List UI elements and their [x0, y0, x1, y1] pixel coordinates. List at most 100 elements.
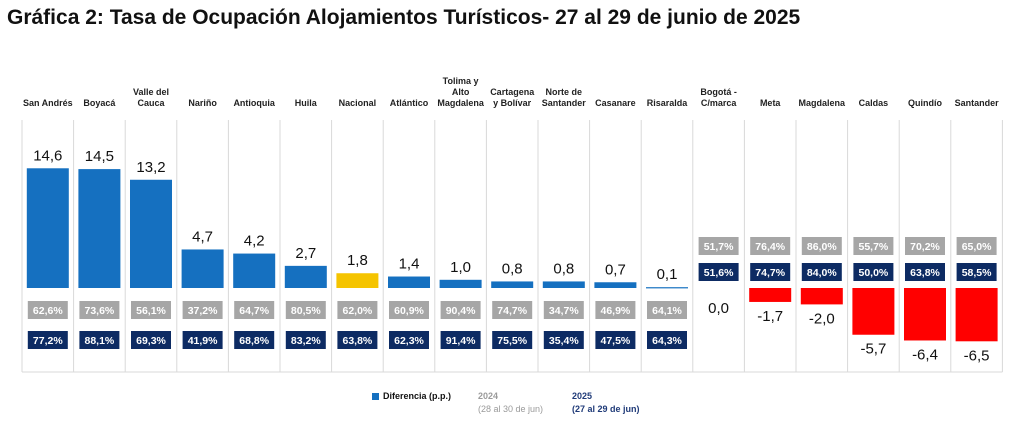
badge-2024-label: 51,7%: [704, 241, 734, 253]
bar: [233, 253, 276, 288]
category-label: Meta: [760, 98, 781, 108]
badge-2024: [905, 237, 945, 255]
category-label: Bogotá -: [700, 87, 737, 97]
badge-2024: [27, 301, 68, 319]
value-label: 14,5: [85, 148, 114, 165]
badge-2024-label: 64,7%: [239, 305, 269, 317]
badge-2024-label: 86,0%: [807, 241, 837, 253]
category-label: Atlántico: [390, 98, 429, 108]
value-label: -6,4: [912, 346, 938, 363]
legend-sub-2024: (28 al 30 de jun): [478, 404, 544, 414]
badge-2025: [853, 263, 894, 281]
value-label: 14,6: [33, 147, 62, 164]
bar: [646, 287, 688, 289]
value-label: 2,7: [295, 245, 316, 262]
badge-2025-label: 47,5%: [601, 335, 631, 347]
badge-2025: [595, 331, 636, 349]
value-label: -5,7: [860, 341, 886, 358]
value-label: 1,4: [399, 256, 420, 273]
badge-2025: [905, 263, 945, 281]
badge-2024-label: 76,4%: [755, 241, 785, 253]
badge-2024: [956, 237, 997, 255]
badge-2024-label: 62,0%: [343, 305, 373, 317]
category-label: Norte de: [546, 87, 583, 97]
badge-2024: [337, 301, 378, 319]
badge-2024: [647, 301, 687, 319]
badge-2025: [131, 331, 171, 349]
badge-2025: [492, 331, 533, 349]
legend-label-diferencia: Diferencia (p.p.): [383, 391, 452, 401]
badge-2025: [750, 263, 791, 281]
badge-2024-label: 90,4%: [446, 305, 476, 317]
badge-2024: [131, 301, 171, 319]
badge-2025-label: 91,4%: [446, 335, 476, 347]
category-label: Caldas: [859, 98, 889, 108]
badge-2025: [182, 331, 223, 349]
category-label: y Bolívar: [493, 98, 532, 108]
category-label: Quindío: [908, 98, 942, 108]
bar: [800, 288, 843, 305]
badge-2025: [285, 331, 326, 349]
badge-2025: [337, 331, 378, 349]
category-label: Huila: [295, 98, 318, 108]
badge-2024-label: 46,9%: [601, 305, 631, 317]
category-label: Santander: [542, 98, 587, 108]
badge-2024: [595, 301, 636, 319]
badge-2025-label: 62,3%: [394, 335, 424, 347]
legend-item-2024: 2024 (28 al 30 de jun): [478, 391, 543, 414]
badge-2024: [440, 301, 481, 319]
badge-2024: [750, 237, 791, 255]
badge-2025-label: 41,9%: [188, 335, 218, 347]
category-label: Casanare: [595, 98, 636, 108]
badge-2025: [79, 331, 120, 349]
badge-2024: [543, 301, 584, 319]
value-label: -2,0: [809, 310, 835, 327]
value-label: 1,8: [347, 252, 368, 269]
badge-2025-label: 84,0%: [807, 267, 837, 279]
badge-2024: [853, 237, 894, 255]
value-label: 4,7: [192, 228, 213, 245]
badge-2024-label: 60,9%: [394, 305, 424, 317]
badge-2024-label: 55,7%: [859, 241, 889, 253]
bar: [491, 281, 534, 288]
badge-2025-label: 63,8%: [343, 335, 373, 347]
badge-2025-label: 50,0%: [859, 267, 889, 279]
category-label: Nacional: [339, 98, 377, 108]
value-label: 0,8: [553, 260, 574, 277]
badge-2024-label: 37,2%: [188, 305, 218, 317]
badge-2025-label: 88,1%: [85, 335, 115, 347]
value-label: 1,0: [450, 259, 471, 276]
bar: [336, 273, 379, 288]
badge-2025-label: 74,7%: [755, 267, 785, 279]
badge-2025-label: 68,8%: [239, 335, 269, 347]
bar: [542, 281, 585, 288]
bar: [904, 288, 946, 341]
badge-2024: [234, 301, 275, 319]
badge-2024: [801, 237, 842, 255]
legend-label-2024: 2024: [478, 391, 499, 401]
category-label: Magdalena: [437, 98, 485, 108]
category-label: Cauca: [137, 98, 165, 108]
value-label: 13,2: [136, 159, 165, 176]
legend-sub-2025: (27 al 29 de jun): [572, 404, 640, 414]
badge-2025-label: 58,5%: [962, 267, 992, 279]
category-label: Risaralda: [647, 98, 689, 108]
badge-2024-label: 65,0%: [962, 241, 992, 253]
badge-2025: [698, 263, 739, 281]
badge-2025: [956, 263, 997, 281]
value-label: 0,7: [605, 261, 626, 278]
legend-label-2025: 2025: [572, 391, 593, 401]
category-label: Santander: [955, 98, 1000, 108]
bar: [78, 169, 121, 288]
badge-2024-label: 64,1%: [652, 305, 682, 317]
bar: [26, 168, 69, 288]
badge-2024: [79, 301, 120, 319]
bar: [594, 282, 637, 288]
badge-2025: [234, 331, 275, 349]
value-label: -1,7: [757, 308, 783, 325]
badge-2025-label: 35,4%: [549, 335, 579, 347]
badge-2025-label: 83,2%: [291, 335, 321, 347]
badge-2025: [389, 331, 429, 349]
badge-2024: [389, 301, 429, 319]
bar: [284, 265, 327, 288]
